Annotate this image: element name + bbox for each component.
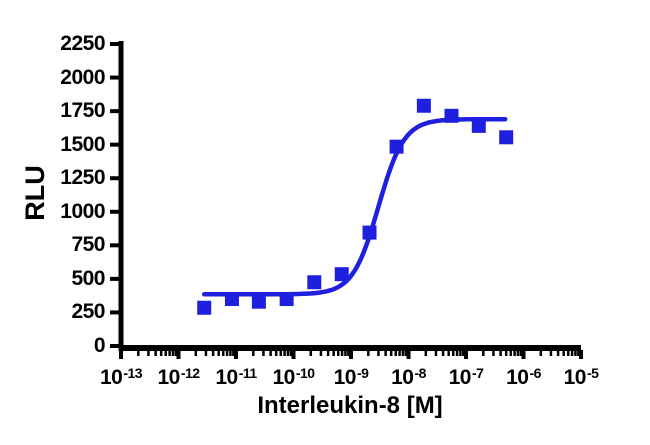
data-point xyxy=(224,292,239,307)
y-tick-label: 250 xyxy=(71,300,105,324)
x-tick-label: 10-8 xyxy=(391,365,426,389)
data-point xyxy=(251,294,266,309)
x-tick-label: 10-11 xyxy=(215,365,257,389)
x-tick-label: 10-6 xyxy=(506,365,541,389)
y-tick-label: 500 xyxy=(71,266,105,290)
data-point xyxy=(197,300,212,315)
x-tick-label: 10-5 xyxy=(563,365,599,389)
x-tick-label: 10-13 xyxy=(99,365,143,389)
y-tick-label: 1250 xyxy=(60,166,105,190)
y-tick-label: 1750 xyxy=(60,99,105,123)
fit-curve xyxy=(201,116,508,297)
data-point xyxy=(389,139,404,154)
y-tick-label: 750 xyxy=(71,233,105,257)
x-tick-label: 10-9 xyxy=(333,365,369,389)
y-tick-label: 2250 xyxy=(60,32,105,55)
data-point xyxy=(499,130,514,145)
x-tick-label: 10-12 xyxy=(157,365,200,389)
y-tick-label: 1500 xyxy=(60,132,105,156)
data-point xyxy=(362,225,377,240)
y-tick-label: 0 xyxy=(93,334,106,357)
x-tick-label: 10-7 xyxy=(448,365,484,389)
data-point xyxy=(416,98,431,113)
data-point xyxy=(307,275,322,290)
data-point xyxy=(334,267,349,282)
y-tick-label: 2000 xyxy=(60,65,105,89)
data-point xyxy=(279,292,294,307)
x-axis-title: Interleukin-8 [M] xyxy=(257,392,443,419)
data-point xyxy=(471,118,486,133)
x-tick-label: 10-10 xyxy=(272,365,315,389)
data-point xyxy=(444,108,459,123)
y-tick-label: 1000 xyxy=(60,199,105,223)
